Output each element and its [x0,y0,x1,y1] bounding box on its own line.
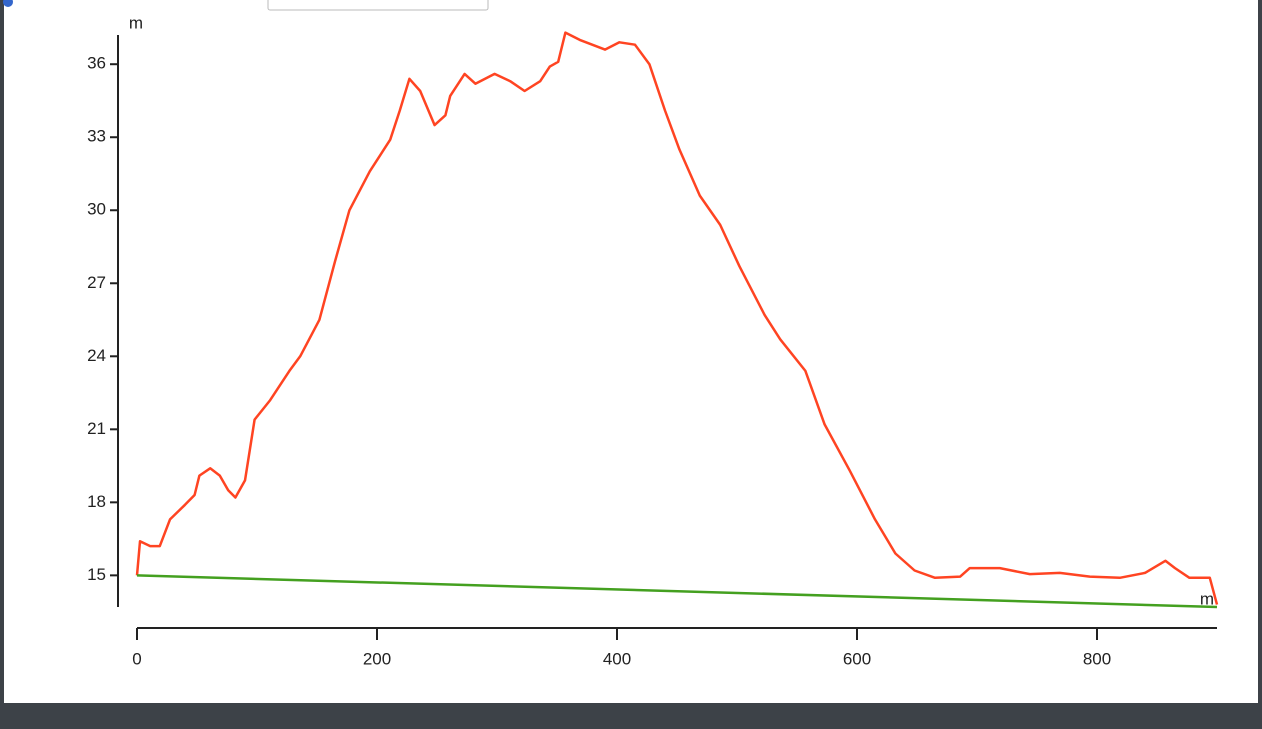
y-tick-label: 30 [87,200,106,219]
y-tick-label: 24 [87,346,106,365]
x-tick-label: 0 [132,649,141,668]
y-tick-label: 36 [87,54,106,73]
toolbar-field[interactable] [267,0,489,11]
x-tick-label: 400 [603,649,631,668]
y-tick-label: 18 [87,492,106,511]
x-tick-label: 600 [843,649,871,668]
panel [4,0,1258,703]
x-tick-label: 800 [1083,649,1111,668]
y-tick-label: 15 [87,565,106,584]
y-axis-label: m [129,13,143,32]
y-tick-label: 27 [87,273,106,292]
elevation-line [135,31,1219,605]
elevation-line [136,574,1218,609]
toolbar-icon[interactable] [3,0,13,7]
y-tick-label: 33 [87,127,106,146]
y-tick-label: 21 [87,419,106,438]
x-axis-label: m [1200,589,1214,608]
x-tick-label: 200 [363,649,391,668]
